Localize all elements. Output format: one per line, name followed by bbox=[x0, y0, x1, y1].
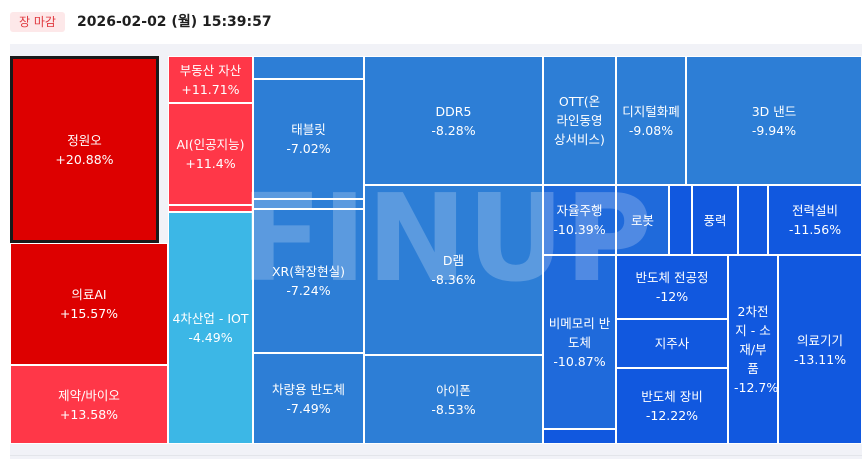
tile-name: 반도체 장비 bbox=[641, 389, 703, 404]
tile-change: +11.4% bbox=[185, 156, 236, 171]
tile-change: -9.94% bbox=[751, 122, 797, 138]
tile-power-equipment[interactable]: 전력설비 -11.56% bbox=[768, 185, 862, 255]
tile-non-memory[interactable]: 비메모리 반도체 -10.87% bbox=[543, 255, 616, 429]
tile-change: -13.11% bbox=[793, 351, 847, 367]
tile-tablet[interactable]: 태블릿 -7.02% bbox=[253, 79, 364, 199]
tile-name: 자율주행 bbox=[556, 203, 603, 218]
footer-divider bbox=[10, 455, 862, 456]
tile-name: DDR5 bbox=[435, 103, 472, 119]
tile-name: 2차전지 - 소재/부품 bbox=[735, 304, 771, 376]
tile-change: -9.08% bbox=[628, 122, 674, 138]
tile-change: +20.88% bbox=[55, 151, 114, 167]
tile-change: -7.24% bbox=[286, 283, 331, 298]
tile-name: 3D 낸드 bbox=[751, 103, 797, 119]
tile-name: 의료AI bbox=[71, 287, 107, 302]
tile-unlabeled-bottom[interactable] bbox=[543, 429, 616, 444]
header-bar: 장 마감 2026-02-02 (월) 15:39:57 bbox=[0, 0, 862, 44]
tile-name: 차량용 반도체 bbox=[272, 381, 345, 397]
tile-name: 반도체 전공정 bbox=[635, 270, 709, 285]
tile-name: 디지털화폐 bbox=[622, 103, 680, 119]
tile-ott[interactable]: OTT(온라인동영상서비스) bbox=[543, 56, 616, 185]
tile-name: 아이폰 bbox=[436, 382, 471, 398]
tile-digital-currency[interactable]: 디지털화폐 -9.08% bbox=[616, 56, 686, 185]
market-timestamp: 2026-02-02 (월) 15:39:57 bbox=[77, 14, 272, 30]
tile-change: -8.28% bbox=[431, 122, 476, 138]
tile-real-estate[interactable]: 부동산 자산 +11.71% bbox=[168, 56, 253, 103]
tile-name: 지주사 bbox=[654, 336, 690, 351]
tile-front-end-process[interactable]: 반도체 전공정 -12% bbox=[616, 255, 728, 319]
tile-3d-nand[interactable]: 3D 낸드 -9.94% bbox=[686, 56, 862, 185]
tile-name: 정원오 bbox=[67, 132, 102, 148]
theme-treemap: 정원오 +20.88% 의료AI +15.57% 제약/바이오 +13.58% 부동산… bbox=[10, 44, 862, 459]
tile-small-red[interactable] bbox=[168, 205, 253, 212]
tile-unlabeled-top[interactable] bbox=[253, 56, 364, 79]
tile-name: 태블릿 bbox=[291, 122, 326, 137]
tile-robot[interactable]: 로봇 bbox=[616, 185, 669, 255]
tile-xr[interactable]: XR(확장현실) -7.24% bbox=[253, 209, 364, 353]
tile-change: -7.49% bbox=[286, 400, 331, 416]
tile-change: -4.49% bbox=[188, 330, 233, 345]
tile-change: -12% bbox=[655, 289, 689, 304]
tile-change: +15.57% bbox=[59, 306, 119, 321]
tile-medical-ai[interactable]: 의료AI +15.57% bbox=[10, 243, 168, 365]
tile-unlabeled-b[interactable] bbox=[738, 185, 768, 255]
tile-name: XR(확장현실) bbox=[271, 264, 345, 279]
tile-name: 4차산업 - IOT bbox=[172, 311, 249, 326]
tile-change: -7.02% bbox=[286, 141, 331, 156]
tile-change: -10.87% bbox=[553, 353, 606, 369]
tile-holding-company[interactable]: 지주사 bbox=[616, 319, 728, 368]
market-status-badge: 장 마감 bbox=[10, 12, 65, 32]
tile-name: 제약/바이오 bbox=[58, 387, 120, 403]
tile-name: 풍력 bbox=[703, 212, 727, 228]
tile-autonomous-driving[interactable]: 자율주행 -10.39% bbox=[543, 185, 616, 255]
tile-name: 전력설비 bbox=[791, 203, 838, 218]
tile-ddr5[interactable]: DDR5 -8.28% bbox=[364, 56, 543, 185]
tile-change: -12.7% bbox=[734, 380, 778, 395]
tile-change: -11.56% bbox=[788, 222, 842, 237]
tile-secondary-battery[interactable]: 2차전지 - 소재/부품 -12.7% bbox=[728, 255, 778, 444]
tile-change: +13.58% bbox=[59, 406, 119, 422]
tile-change: -8.36% bbox=[431, 272, 476, 287]
tile-iot[interactable]: 4차산업 - IOT -4.49% bbox=[168, 212, 253, 444]
tile-unlabeled-a[interactable] bbox=[669, 185, 692, 255]
tile-dram[interactable]: D램 -8.36% bbox=[364, 185, 543, 355]
tile-auto-semiconductor[interactable]: 차량용 반도체 -7.49% bbox=[253, 353, 364, 444]
tile-medical-devices[interactable]: 의료기기 -13.11% bbox=[778, 255, 862, 444]
tile-name: 로봇 bbox=[630, 212, 654, 228]
tile-name: 부동산 자산 bbox=[179, 62, 242, 78]
tile-iphone[interactable]: 아이폰 -8.53% bbox=[364, 355, 543, 444]
tile-jungwono[interactable]: 정원오 +20.88% bbox=[10, 56, 159, 243]
tile-change: -10.39% bbox=[553, 222, 606, 237]
tile-unlabeled-mid[interactable] bbox=[253, 199, 364, 209]
tile-name: 비메모리 반도체 bbox=[548, 315, 611, 350]
tile-name: AI(인공지능) bbox=[176, 137, 245, 152]
tile-name: OTT(온라인동영상서비스) bbox=[554, 94, 605, 147]
tile-wind-power[interactable]: 풍력 bbox=[692, 185, 738, 255]
tile-change: +11.71% bbox=[181, 81, 240, 97]
tile-name: D램 bbox=[442, 253, 465, 268]
tile-change: -12.22% bbox=[645, 408, 699, 423]
tile-name: 의료기기 bbox=[796, 332, 843, 348]
tile-ai[interactable]: AI(인공지능) +11.4% bbox=[168, 103, 253, 205]
tile-semiconductor-equipment[interactable]: 반도체 장비 -12.22% bbox=[616, 368, 728, 444]
tile-pharma-bio[interactable]: 제약/바이오 +13.58% bbox=[10, 365, 168, 444]
tile-change: -8.53% bbox=[431, 401, 476, 417]
